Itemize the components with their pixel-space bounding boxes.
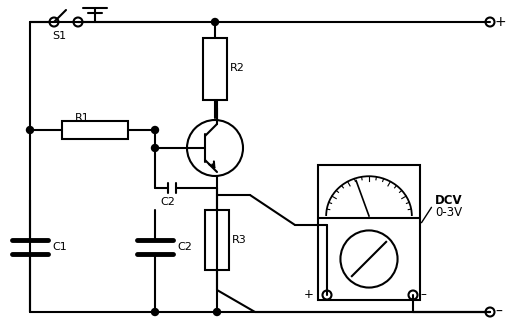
Text: R3: R3: [232, 235, 247, 245]
Text: C2: C2: [177, 242, 192, 252]
Circle shape: [486, 308, 495, 317]
Circle shape: [151, 309, 159, 316]
Circle shape: [409, 291, 418, 300]
Text: DCV: DCV: [435, 193, 463, 206]
Text: 0-3V: 0-3V: [435, 206, 462, 219]
Bar: [318, 165, 420, 300]
Bar: [203, 38, 227, 100]
Text: –: –: [420, 289, 426, 302]
Circle shape: [212, 18, 218, 25]
Text: +: +: [495, 15, 506, 29]
Circle shape: [27, 127, 33, 134]
Circle shape: [187, 120, 243, 176]
Circle shape: [73, 17, 83, 26]
Text: +: +: [304, 289, 314, 302]
Text: C2: C2: [160, 197, 175, 207]
Text: S1: S1: [52, 31, 66, 41]
Circle shape: [322, 291, 332, 300]
Text: R1: R1: [75, 113, 90, 123]
Circle shape: [151, 127, 159, 134]
Circle shape: [341, 230, 398, 288]
Circle shape: [214, 309, 220, 316]
Bar: [62, 121, 128, 139]
Text: R2: R2: [230, 63, 245, 73]
Circle shape: [49, 17, 59, 26]
Bar: [205, 210, 229, 270]
Circle shape: [151, 145, 159, 152]
Circle shape: [486, 17, 495, 26]
Text: –: –: [495, 305, 502, 319]
Text: C1: C1: [52, 242, 67, 252]
